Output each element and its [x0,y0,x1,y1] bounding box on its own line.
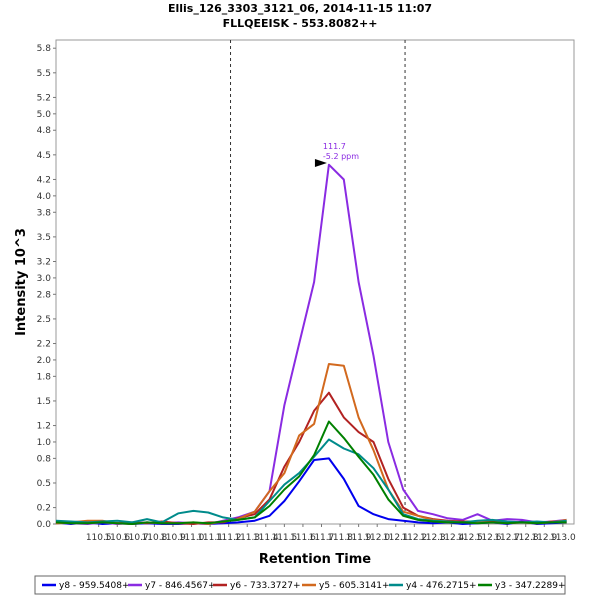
legend-box [34,575,566,595]
x-tick-label: 111.2 [216,533,242,543]
legend-label: y7 - 846.4567+ [145,581,216,591]
integration-boundaries [230,40,406,524]
x-tick-label: 110.5 [86,533,112,543]
x-tick-label: 111.0 [179,533,205,543]
y-tick-label: 2.0 [37,356,52,366]
y-tick-label: 3.8 [37,208,52,218]
x-tick-label: 111.8 [327,533,353,543]
x-tick-label: 111.6 [290,533,316,543]
x-tick-label: 111.7 [309,533,335,543]
y-tick-label: 5.2 [37,93,51,103]
y-tick-label: 3.5 [37,233,51,243]
y-axis-ticks: 0.0 0.2 0.5 0.8 1.0 1.2 1.5 1.8 2.0 2.2 2.5 2.8 3.0 3… [37,44,56,530]
y-tick-label: 1.5 [37,397,51,407]
y-tick-label: 3.0 [37,274,52,284]
peak-arrow-icon [314,159,327,168]
x-tick-label: 111.9 [346,533,372,543]
x-tick-label: 110.7 [123,533,149,543]
x-tick-label: 112.9 [531,533,557,543]
x-tick-label: 111.4 [253,533,279,543]
y-tick-label: 5.0 [37,110,52,120]
chart-title: Ellis_126_3303_3121_06, 2014-11-15 11:07 [168,2,432,15]
peak-annotation: 111.7 -5.2 ppm [314,142,359,168]
y-tick-label: 4.0 [37,192,52,202]
x-tick-label: 112.6 [476,533,502,543]
y-tick-label: 4.8 [37,126,52,136]
y-tick-label: 1.2 [37,422,51,432]
legend-label: y8 - 959.5408+ [59,581,130,591]
y-tick-label: 5.8 [37,44,52,54]
legend-label: y4 - 476.2715+ [406,581,477,591]
y-axis-label: Intensity 10^3 [14,228,29,336]
y-tick-label: 2.5 [37,315,51,325]
peak-time-label: 111.7 [323,142,346,151]
x-tick-label: 111.1 [197,533,223,543]
y-tick-label: 4.5 [37,151,51,161]
x-tick-label: 113.0 [550,533,576,543]
x-tick-label: 112.1 [383,533,409,543]
legend-label: y3 - 347.2289+ [495,581,566,591]
legend-label: y6 - 733.3727+ [230,581,301,591]
y-tick-label: 5.5 [37,69,51,79]
x-tick-label: 110.9 [160,533,186,543]
y-tick-label: 2.8 [37,290,52,300]
y-tick-label: 4.2 [37,175,51,185]
x-axis-ticks: 110.5110.6110.7110.8110.9111.0111.1111.2… [86,524,576,543]
y-tick-label: 0.0 [37,520,52,530]
y-tick-label: 1.8 [37,372,52,382]
x-tick-label: 111.3 [234,533,260,543]
y-tick-label: 0.5 [37,479,51,489]
x-tick-label: 112.4 [439,533,465,543]
x-tick-label: 112.7 [494,533,520,543]
y-tick-label: 0.2 [37,504,51,514]
chart-subtitle: FLLQEEISK - 553.8082++ [223,17,378,30]
x-tick-label: 110.6 [104,533,130,543]
legend-label: y5 - 605.3141+ [319,581,390,591]
x-axis-label: Retention Time [259,552,371,567]
x-tick-label: 111.5 [271,533,297,543]
x-tick-label: 112.3 [420,533,446,543]
x-tick-label: 112.8 [513,533,539,543]
x-tick-label: 112.2 [401,533,427,543]
y-tick-label: 1.0 [37,438,52,448]
y-tick-label: 0.8 [37,454,52,464]
series-lines [55,163,567,525]
x-tick-label: 110.8 [142,533,168,543]
series-line [55,420,567,525]
x-tick-label: 112.0 [364,533,390,543]
y-tick-label: 3.2 [37,257,51,267]
legend: y8 - 959.5408+ y7 - 846.4567+ y6 - 733.372… [42,581,566,591]
x-tick-label: 112.5 [457,533,483,543]
y-tick-label: 2.2 [37,340,51,350]
peak-ppm-label: -5.2 ppm [323,152,359,161]
